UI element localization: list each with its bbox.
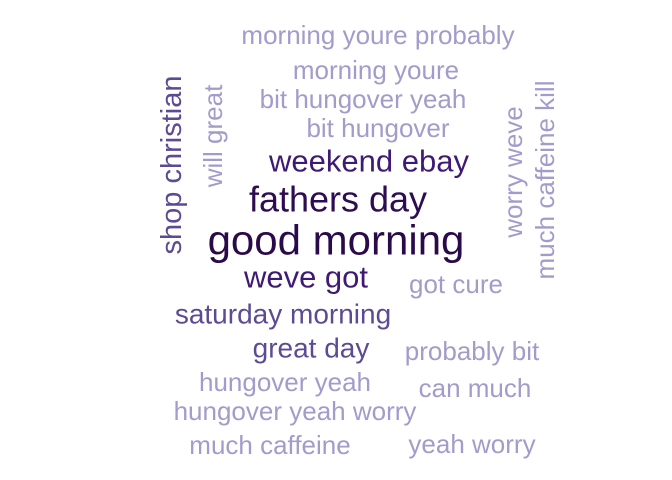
word-saturday-morning: saturday morning <box>175 299 391 330</box>
word-morning-youre: morning youre <box>293 55 459 85</box>
word-hungover-yeah: hungover yeah <box>199 367 371 397</box>
word-shop-christian: shop christian <box>156 76 188 255</box>
word-hungover-yeah-worry: hungover yeah worry <box>174 396 417 426</box>
word-bit-hungover: bit hungover <box>306 113 449 143</box>
word-great-day: great day <box>253 333 370 364</box>
word-good-morning: good morning <box>208 217 465 264</box>
word-fathers-day: fathers day <box>249 179 427 220</box>
word-probably-bit: probably bit <box>405 336 540 366</box>
word-got-cure: got cure <box>409 269 503 299</box>
word-bit-hungover-yeah: bit hungover yeah <box>260 84 467 114</box>
word-can-much: can much <box>419 373 532 403</box>
word-much-caffeine: much caffeine <box>189 430 350 460</box>
word-will-great: will great <box>198 84 228 188</box>
word-yeah-worry: yeah worry <box>408 429 535 459</box>
word-weve-got: weve got <box>243 260 368 295</box>
word-morning-youre-probably: morning youre probably <box>241 20 514 50</box>
word-weekend-ebay: weekend ebay <box>268 144 469 179</box>
word-worry-weve: worry weve <box>498 106 528 238</box>
word-much-caffeine-kill: much caffeine kill <box>530 81 560 280</box>
